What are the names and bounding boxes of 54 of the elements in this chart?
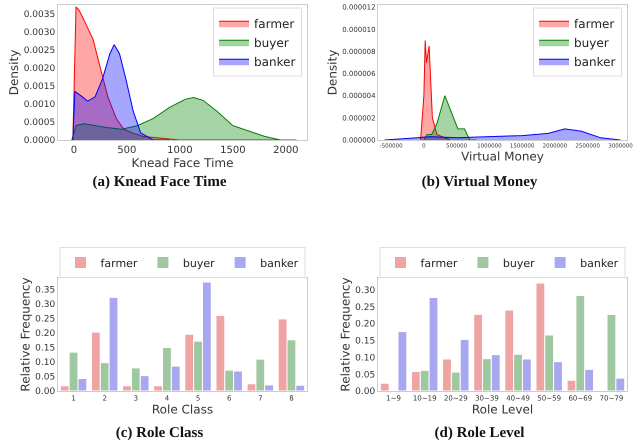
legend-label: banker (254, 54, 296, 69)
y-tick-label: 0.0030 (24, 28, 56, 38)
y-tick-label: 0.00 (355, 387, 376, 398)
y-tick-label: 0.15 (355, 336, 376, 347)
y-tick-label: 0.0025 (24, 46, 56, 56)
y-tick-label: 0.0010 (24, 100, 56, 110)
legend-label: buyer (254, 36, 289, 50)
text: (a) Knead Face Time (91, 174, 228, 191)
y-tick-label: 0.10 (355, 353, 376, 364)
legend-label: buyer (574, 36, 609, 50)
legend-label: farmer (100, 256, 138, 270)
legend-label: banker (580, 256, 619, 270)
y-tick-label: 0.0000 (24, 136, 56, 146)
y-tick-label: 0.05 (355, 370, 376, 380)
x-tick-label: 1000 (167, 145, 193, 156)
x-axis-title: Virtual Money (461, 150, 544, 164)
text: (d) Role Level (434, 425, 526, 442)
y-tick-label: 0.0005 (24, 118, 56, 128)
y-tick-label: 0.25 (355, 302, 376, 313)
text: (b) Virtual Money (420, 174, 538, 191)
y-tick-label: 0.30 (355, 286, 376, 296)
legend-label: banker (260, 256, 299, 270)
y-tick-label: 0.15 (35, 344, 56, 354)
y-tick-label: 0.35 (35, 286, 56, 296)
y-tick-label: 0.20 (35, 329, 56, 340)
bar (397, 331, 408, 391)
x-tick-label: 0 (70, 145, 78, 156)
text: (c) Role Class (114, 425, 204, 442)
y-tick-label: 0.00 (35, 387, 56, 398)
x-axis-title: Role Level (472, 402, 534, 416)
y-tick-label: 0.30 (35, 300, 56, 310)
bar (380, 382, 390, 391)
legend-label: farmer (420, 256, 458, 270)
y-axis-title: Relative Frequency (338, 277, 352, 392)
x-tick-label: 1500 (220, 145, 246, 156)
x-axis-title: Knead Face Time (132, 156, 234, 170)
y-axis-title: Density (7, 50, 21, 96)
legend-label: farmer (254, 16, 294, 31)
legend-label: farmer (574, 16, 614, 31)
y-axis-title: Density (325, 50, 340, 96)
y-axis-title: Relative Frequency (18, 277, 32, 392)
x-tick-label: 500 (117, 145, 136, 156)
x-axis-title: Role Class (152, 402, 214, 416)
y-tick-label: 0.0015 (24, 82, 56, 92)
x-tick-label: 2000 (273, 145, 299, 156)
y-tick-label: 0.05 (35, 372, 56, 383)
legend-label: buyer (182, 256, 216, 270)
legend-label: banker (574, 54, 616, 69)
legend-label: buyer (502, 256, 536, 270)
y-tick-label: 0.10 (35, 358, 56, 368)
y-tick-label: 0.0035 (24, 10, 56, 20)
y-tick-label: 0.25 (35, 314, 56, 325)
y-tick-label: 0.0020 (24, 64, 56, 74)
y-tick-label: 0.20 (355, 320, 376, 330)
